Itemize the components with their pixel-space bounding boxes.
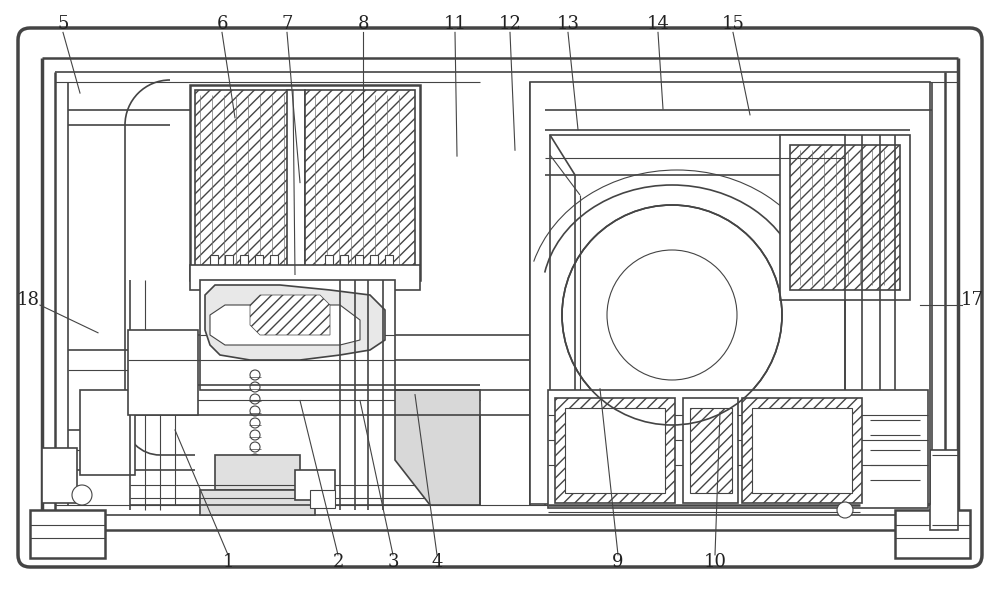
Circle shape — [250, 370, 260, 380]
Bar — [690, 408, 732, 493]
Bar — [683, 398, 738, 503]
Text: 1: 1 — [222, 554, 234, 571]
Polygon shape — [562, 205, 782, 425]
Bar — [310, 490, 335, 508]
Circle shape — [250, 394, 260, 404]
Bar — [225, 255, 233, 283]
Text: 10: 10 — [704, 554, 726, 571]
Polygon shape — [250, 295, 330, 335]
Bar — [370, 255, 378, 283]
Circle shape — [250, 430, 260, 440]
Bar — [340, 255, 348, 283]
Bar — [355, 255, 363, 283]
Text: 18: 18 — [17, 292, 40, 309]
Text: 12: 12 — [499, 15, 521, 32]
Circle shape — [250, 454, 260, 464]
Bar — [295, 470, 335, 500]
Bar — [790, 145, 900, 290]
Bar — [548, 390, 928, 508]
Text: 2: 2 — [332, 554, 344, 571]
Text: 15: 15 — [722, 15, 744, 32]
Bar — [190, 85, 420, 280]
Bar — [780, 135, 910, 300]
Polygon shape — [205, 285, 385, 360]
Bar — [895, 510, 970, 558]
Bar — [190, 265, 420, 290]
Polygon shape — [395, 390, 480, 505]
Bar — [210, 255, 218, 283]
Bar — [742, 398, 862, 503]
Bar — [270, 255, 278, 283]
Circle shape — [837, 502, 853, 518]
Bar — [42, 448, 77, 503]
Bar — [30, 510, 105, 558]
Bar — [287, 90, 305, 270]
Bar — [565, 408, 665, 493]
Text: 8: 8 — [357, 15, 369, 32]
Bar — [215, 455, 300, 490]
Circle shape — [562, 205, 782, 425]
Bar — [530, 82, 930, 504]
Polygon shape — [210, 305, 360, 345]
Text: 3: 3 — [387, 554, 399, 571]
Bar — [240, 255, 248, 283]
Bar — [385, 255, 393, 283]
Bar — [550, 135, 845, 405]
Circle shape — [250, 442, 260, 452]
Text: 11: 11 — [444, 15, 466, 32]
Text: 17: 17 — [961, 292, 983, 309]
Text: 5: 5 — [57, 15, 69, 32]
Bar — [200, 280, 395, 390]
Bar — [305, 90, 415, 270]
Text: 6: 6 — [216, 15, 228, 32]
Text: 7: 7 — [281, 15, 293, 32]
Bar — [128, 330, 198, 415]
Bar — [255, 255, 263, 283]
Circle shape — [250, 406, 260, 416]
Text: 4: 4 — [431, 554, 443, 571]
Bar — [930, 450, 958, 530]
Bar — [80, 390, 135, 475]
Bar — [325, 255, 333, 283]
Circle shape — [72, 485, 92, 505]
Circle shape — [248, 461, 262, 475]
FancyBboxPatch shape — [18, 28, 982, 567]
Bar — [752, 408, 852, 493]
Text: 13: 13 — [556, 15, 580, 32]
Circle shape — [250, 382, 260, 392]
Text: 9: 9 — [612, 554, 624, 571]
Text: 14: 14 — [647, 15, 669, 32]
Bar — [195, 90, 290, 270]
Bar — [555, 398, 675, 503]
Circle shape — [250, 418, 260, 428]
Bar — [200, 490, 315, 515]
